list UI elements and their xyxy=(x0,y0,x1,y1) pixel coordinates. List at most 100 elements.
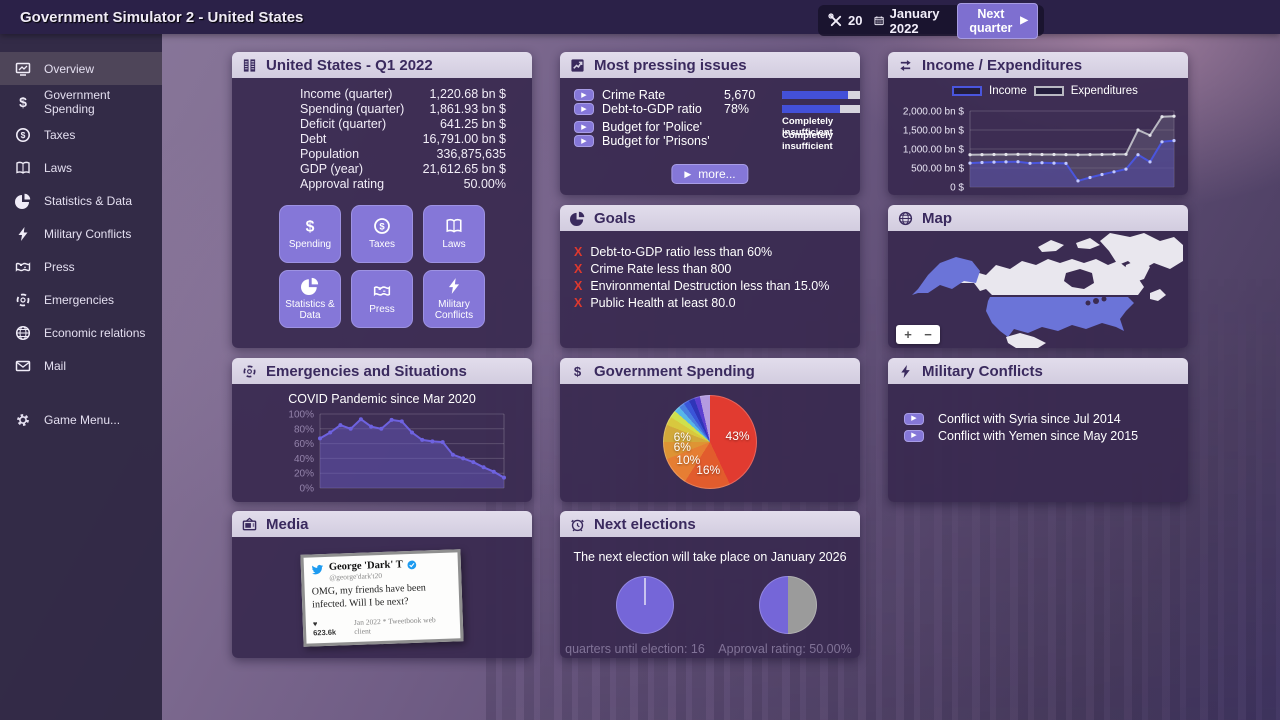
country-canada[interactable] xyxy=(958,259,1144,295)
tile-press[interactable]: Press xyxy=(351,270,413,328)
goal-text: Public Health at least 80.0 xyxy=(590,295,736,310)
quarters-until-election-pie xyxy=(616,576,674,634)
tile-label: Statistics & Data xyxy=(285,298,335,321)
quarters-caption: quarters until election: 16 xyxy=(565,642,705,656)
covid-subtitle: COVID Pandemic since Mar 2020 xyxy=(288,392,476,406)
stat-row: GDP (year) 21,612.65 bn $ xyxy=(300,162,506,177)
sidebar: Overview $ Government Spending $ Taxes Laws St… xyxy=(0,34,162,720)
panel-map: Map + − xyxy=(888,205,1188,348)
sidebar-item-government-spending[interactable]: $ Government Spending xyxy=(0,85,162,118)
issue-goto-button[interactable]: ▶ xyxy=(574,89,594,101)
panel-title: Income / Expenditures xyxy=(922,56,1083,74)
game-menu-button[interactable]: Game Menu... xyxy=(15,406,120,434)
stat-row: Spending (quarter) 1,861.93 bn $ xyxy=(300,102,506,117)
conflict-goto-button[interactable]: ▶ xyxy=(904,429,924,442)
panel-goals-header: Goals xyxy=(560,205,860,231)
panel-income-expenditures: Income / Expenditures Income Expenditure… xyxy=(888,52,1188,195)
sidebar-item-laws[interactable]: Laws xyxy=(0,151,162,184)
zoom-out-button[interactable]: − xyxy=(920,326,936,343)
svg-text:$: $ xyxy=(574,364,582,379)
panel-overview-body: Income (quarter) 1,220.68 bn $ Spending (q… xyxy=(232,78,532,348)
hudson-bay xyxy=(1064,269,1094,289)
panel-government-spending: $ Government Spending 43% 16% 10% 6% 6% xyxy=(560,358,860,502)
expenditures-legend-label: Expenditures xyxy=(1070,85,1138,97)
pie-slice-label: 10% xyxy=(676,452,701,467)
issue-goto-button[interactable]: ▶ xyxy=(574,135,594,147)
chart-up-icon xyxy=(570,58,585,73)
panel-title: Most pressing issues xyxy=(594,56,747,74)
press-icon xyxy=(15,259,31,275)
overview-icon xyxy=(15,61,31,77)
svg-text:1,000.00 bn $: 1,000.00 bn $ xyxy=(903,145,965,156)
sidebar-item-emergencies[interactable]: Emergencies xyxy=(0,283,162,316)
stat-row: Population 336,875,635 xyxy=(300,147,506,162)
tile-statistics-data[interactable]: Statistics & Data xyxy=(279,270,341,328)
approval-caption: Approval rating: 50.00% xyxy=(718,642,852,656)
tile-taxes[interactable]: $ Taxes xyxy=(351,205,413,263)
conflict-label: Conflict with Syria since Jul 2014 xyxy=(938,411,1121,426)
issue-goto-button[interactable]: ▶ xyxy=(574,103,594,115)
stat-row: Deficit (quarter) 641.25 bn $ xyxy=(300,117,506,132)
conflict-goto-button[interactable]: ▶ xyxy=(904,412,924,425)
sidebar-item-label: Mail xyxy=(44,358,67,373)
goals-list: X Debt-to-GDP ratio less than 60% X Crime R… xyxy=(574,243,860,311)
arctic-island xyxy=(1076,238,1100,249)
sidebar-item-mail[interactable]: Mail xyxy=(0,349,162,382)
stat-value: 641.25 bn $ xyxy=(439,117,506,131)
pie-slice-label: 6% xyxy=(673,429,691,444)
tile-spending[interactable]: $ Spending xyxy=(279,205,341,263)
issue-bar xyxy=(782,105,860,113)
tweet-header: George 'Dark' T @george'dark't20 xyxy=(311,558,452,583)
pie-slice-label: 16% xyxy=(696,463,721,478)
sidebar-item-military-conflicts[interactable]: Military Conflicts xyxy=(0,217,162,250)
stat-label: Population xyxy=(300,147,360,161)
north-america-map[interactable] xyxy=(888,231,1188,348)
calendar-icon xyxy=(874,13,885,28)
issue-status: Completely insufficient xyxy=(782,130,834,152)
svg-text:60%: 60% xyxy=(294,439,314,450)
svg-text:$: $ xyxy=(21,130,26,140)
panel-media-header: Media xyxy=(232,511,532,537)
panel-next-elections-body: The next election will take place on Jan… xyxy=(560,537,860,658)
sidebar-item-overview[interactable]: Overview xyxy=(0,52,162,85)
income-legend-label: Income xyxy=(989,85,1027,97)
sidebar-item-label: Economic relations xyxy=(44,325,146,340)
pie-slice-label: 43% xyxy=(725,428,750,443)
tweet-likes: ♥ 623.6k xyxy=(313,618,343,637)
sidebar-item-label: Emergencies xyxy=(44,292,115,307)
tile-label: Spending xyxy=(288,239,332,251)
sidebar-item-statistics-data[interactable]: Statistics & Data xyxy=(0,184,162,217)
stat-value: 1,220.68 bn $ xyxy=(429,87,506,101)
covid-severity-svg: 100% 80% 60% 40% 20% 0% xyxy=(288,410,506,495)
tile-military-conflicts[interactable]: Military Conflicts xyxy=(423,270,485,328)
coin-icon: $ xyxy=(373,217,391,235)
more-issues-button[interactable]: ▶ more... xyxy=(671,164,749,184)
country-usa[interactable] xyxy=(986,297,1134,337)
panel-military-conflicts-body: ▶ Conflict with Syria since Jul 2014 ▶ Conf… xyxy=(888,384,1188,502)
arctic-island xyxy=(1038,240,1064,252)
issue-goto-button[interactable]: ▶ xyxy=(574,121,594,133)
panel-pressing-issues: Most pressing issues ▶ Crime Rate 5,670 ▶ De… xyxy=(560,52,860,195)
sidebar-item-press[interactable]: Press xyxy=(0,250,162,283)
stat-label: Income (quarter) xyxy=(300,87,393,101)
quick-nav-tiles: $ Spending $ Taxes Laws Statistics & Data Pres… xyxy=(279,205,485,328)
next-quarter-button[interactable]: Next quarter ▶ xyxy=(957,2,1038,39)
sidebar-item-taxes[interactable]: $ Taxes xyxy=(0,118,162,151)
country-mexico[interactable] xyxy=(1006,333,1046,348)
play-arrow-icon: ▶ xyxy=(684,168,692,179)
state-alaska[interactable] xyxy=(912,257,980,295)
svg-text:$: $ xyxy=(306,219,315,235)
stat-label: GDP (year) xyxy=(300,162,363,176)
zoom-in-button[interactable]: + xyxy=(900,326,916,343)
panel-emergencies-body: COVID Pandemic since Mar 2020 100% 80% 60%… xyxy=(232,384,532,502)
stat-label: Deficit (quarter) xyxy=(300,117,387,131)
issue-label: Budget for 'Police' xyxy=(602,120,702,134)
sidebar-item-economic-relations[interactable]: Economic relations xyxy=(0,316,162,349)
issue-bar xyxy=(782,91,860,99)
income-expenditures-svg: 2,000.00 bn $ 1,500.00 bn $ 1,000.00 bn $ 5… xyxy=(903,107,1176,194)
country-greenland[interactable] xyxy=(1100,233,1183,271)
tile-laws[interactable]: Laws xyxy=(423,205,485,263)
stat-value: 1,861.93 bn $ xyxy=(429,102,506,116)
income-expenditures-chart: 2,000.00 bn $ 1,500.00 bn $ 1,000.00 bn $ 5… xyxy=(888,97,1188,195)
tile-label: Military Conflicts xyxy=(434,298,474,321)
